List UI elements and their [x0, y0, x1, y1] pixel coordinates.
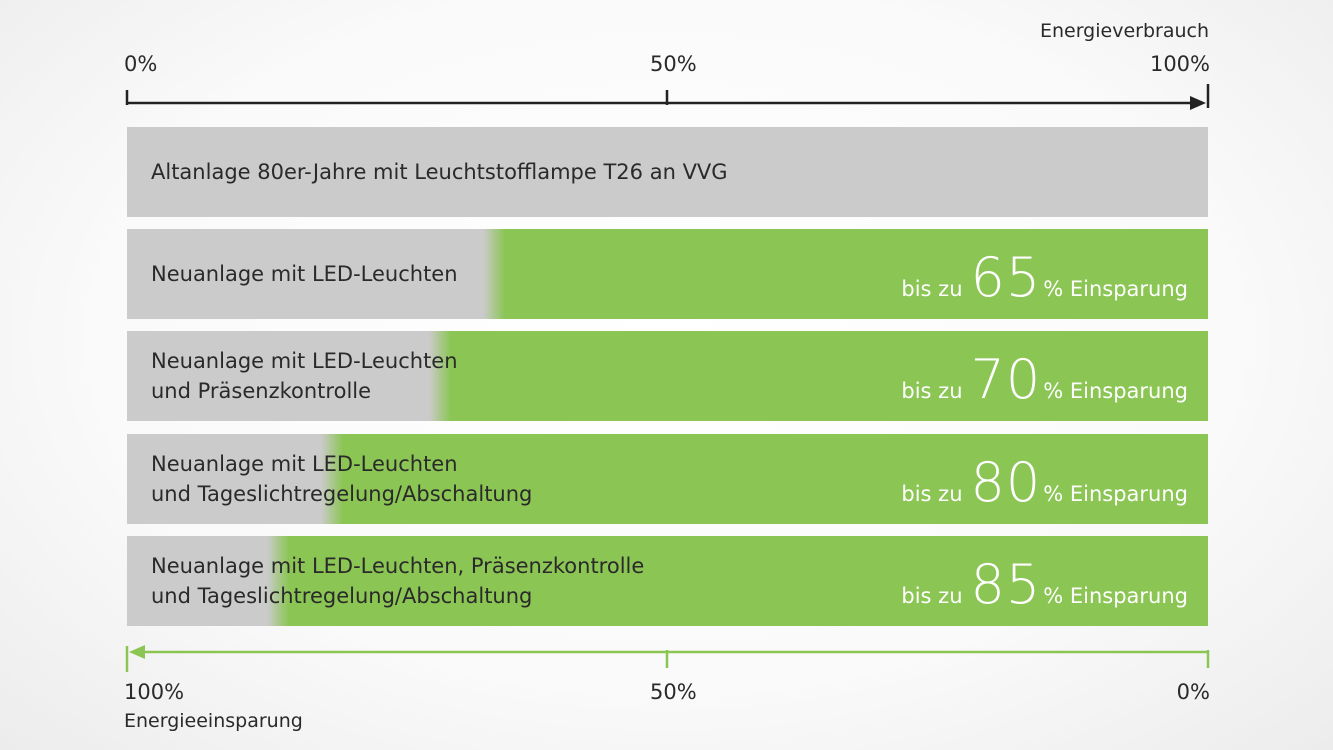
saving-label-3: bis zu 80% Einsparung [901, 456, 1188, 510]
saving-bar-4 [267, 536, 1208, 626]
bar-label-3: Neuanlage mit LED-Leuchten und Tageslicht… [151, 434, 532, 524]
bar-label-line: Altanlage 80er-Jahre mit Leuchtstofflamp… [151, 160, 728, 184]
bar-label-line: und Tageslichtregelung/Abschaltung [151, 584, 533, 608]
saving-prefix: bis zu [901, 277, 963, 301]
saving-suffix: % Einsparung [1043, 277, 1188, 301]
bar-label-line: Neuanlage mit LED-Leuchten [151, 262, 458, 286]
bottom-axis-tick-50: 50% [650, 680, 697, 704]
bar-label-4: Neuanlage mit LED-Leuchten, Präsenzkontr… [151, 536, 644, 626]
saving-label-4: bis zu 85% Einsparung [901, 558, 1188, 612]
bar-row-3: Neuanlage mit LED-Leuchten und Tageslicht… [127, 434, 1208, 524]
top-axis-title: Energieverbrauch [1039, 20, 1209, 42]
saving-suffix: % Einsparung [1043, 482, 1188, 506]
bar-row-0: Altanlage 80er-Jahre mit Leuchtstofflamp… [127, 127, 1208, 217]
bar-label-line: und Tageslichtregelung/Abschaltung [151, 482, 533, 506]
bottom-axis-arrow-icon [129, 645, 145, 659]
saving-prefix: bis zu [901, 584, 963, 608]
bar-label-2: Neuanlage mit LED-Leuchten und Präsenzkon… [151, 331, 458, 421]
top-axis-tick-50: 50% [650, 52, 697, 76]
bottom-axis-title: Energieeinsparung [124, 710, 303, 732]
saving-label-2: bis zu 70% Einsparung [901, 353, 1188, 407]
saving-bar-2 [429, 331, 1208, 421]
saving-value: 80 [970, 451, 1042, 514]
bar-row-4: Neuanlage mit LED-Leuchten, Präsenzkontr… [127, 536, 1208, 626]
bar-label-line: und Präsenzkontrolle [151, 379, 372, 403]
bottom-axis-tick-0: 0% [1176, 680, 1210, 704]
bar-label-line: Neuanlage mit LED-Leuchten, Präsenzkontr… [151, 554, 645, 578]
saving-value: 85 [970, 553, 1042, 616]
saving-bar-1 [483, 229, 1208, 319]
bar-label-0: Altanlage 80er-Jahre mit Leuchtstofflamp… [151, 127, 728, 217]
consumption-bar-0 [127, 127, 1208, 217]
bottom-axis-tick-100: 100% [124, 680, 185, 704]
saving-label-1: bis zu 65% Einsparung [901, 251, 1188, 305]
bar-row-1: Neuanlage mit LED-Leuchten bis zu 65% Eins… [127, 229, 1208, 319]
bar-row-2: Neuanlage mit LED-Leuchten und Präsenzkon… [127, 331, 1208, 421]
top-axis-line [125, 84, 1210, 110]
saving-bar-3 [321, 434, 1208, 524]
bar-label-line: Neuanlage mit LED-Leuchten [151, 349, 458, 373]
saving-prefix: bis zu [901, 379, 963, 403]
saving-suffix: % Einsparung [1043, 379, 1188, 403]
bar-label-line: Neuanlage mit LED-Leuchten [151, 452, 458, 476]
saving-prefix: bis zu [901, 482, 963, 506]
top-axis-arrow-icon [1190, 96, 1206, 110]
top-axis-tick-0: 0% [124, 52, 158, 76]
bar-label-1: Neuanlage mit LED-Leuchten [151, 229, 458, 319]
saving-value: 70 [970, 348, 1042, 411]
saving-value: 65 [970, 246, 1042, 309]
top-axis-tick-100: 100% [1149, 52, 1210, 76]
saving-suffix: % Einsparung [1043, 584, 1188, 608]
bottom-axis-line [125, 645, 1210, 672]
